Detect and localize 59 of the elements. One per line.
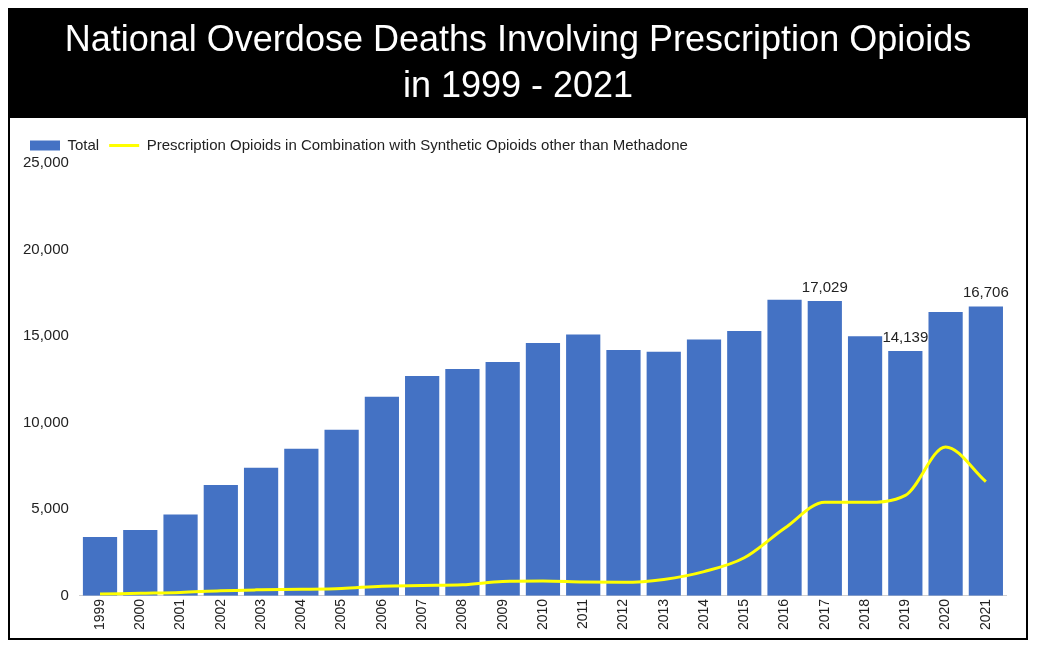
bar bbox=[928, 311, 963, 596]
bar bbox=[968, 306, 1003, 596]
x-tick-label: 1999 bbox=[90, 598, 107, 631]
x-tick-label: 2014 bbox=[694, 598, 711, 631]
x-tick-label: 2007 bbox=[413, 598, 429, 631]
bar bbox=[646, 351, 681, 596]
y-tick-label: 20,000 bbox=[22, 239, 69, 257]
data-label: 14,139 bbox=[882, 327, 929, 345]
y-tick-label: 0 bbox=[60, 586, 69, 603]
bar bbox=[566, 334, 601, 596]
bar bbox=[203, 485, 238, 596]
x-tick-label: 2021 bbox=[976, 598, 993, 631]
bar bbox=[123, 530, 158, 596]
y-tick-label: 25,000 bbox=[22, 153, 69, 171]
x-tick-label: 2000 bbox=[131, 598, 148, 631]
bar bbox=[686, 339, 722, 596]
legend-label: Prescription Opioids in Combination with Synthetic Opioids other than Methadone bbox=[146, 135, 688, 153]
bar bbox=[243, 467, 279, 596]
x-tick-label: 2004 bbox=[292, 598, 309, 631]
y-tick-label: 15,000 bbox=[22, 326, 69, 344]
bar bbox=[888, 351, 923, 596]
bar bbox=[82, 536, 118, 596]
bar bbox=[606, 349, 641, 596]
legend-label: Total bbox=[67, 135, 100, 153]
chart-title: National Overdose Deaths Involving Prescription Opioids in 1999 - 2021 bbox=[8, 8, 1028, 116]
bar bbox=[485, 362, 520, 596]
line-series bbox=[98, 445, 988, 596]
x-tick-label: 2011 bbox=[574, 598, 591, 629]
bar bbox=[364, 396, 399, 596]
x-tick-label: 2008 bbox=[453, 598, 470, 631]
x-tick-label: 2015 bbox=[735, 598, 752, 631]
x-tick-label: 2009 bbox=[493, 598, 510, 631]
bar bbox=[847, 336, 883, 596]
bar bbox=[727, 330, 762, 596]
bar bbox=[405, 375, 440, 596]
bar bbox=[445, 369, 480, 596]
bar bbox=[807, 301, 842, 596]
x-tick-label: 2018 bbox=[855, 598, 872, 631]
x-tick-label: 2013 bbox=[654, 598, 671, 631]
x-tick-label: 2019 bbox=[896, 598, 913, 631]
data-label: 17,029 bbox=[801, 277, 848, 295]
x-tick-label: 2017 bbox=[815, 598, 832, 631]
x-tick-label: 2010 bbox=[533, 598, 550, 631]
x-tick-label: 2003 bbox=[251, 598, 268, 631]
x-tick-label: 2001 bbox=[171, 598, 188, 631]
y-tick-label: 5,000 bbox=[31, 499, 69, 517]
x-tick-label: 2006 bbox=[372, 598, 389, 631]
bar bbox=[284, 448, 319, 596]
bar bbox=[525, 343, 561, 596]
bar bbox=[324, 429, 359, 596]
bar bbox=[767, 299, 802, 596]
x-tick-label: 2005 bbox=[332, 598, 349, 631]
y-tick-label: 10,000 bbox=[22, 412, 69, 430]
data-label: 16,706 bbox=[962, 283, 1009, 301]
x-tick-label: 2016 bbox=[775, 598, 792, 631]
x-tick-label: 2020 bbox=[936, 598, 953, 631]
x-tick-label: 2012 bbox=[614, 598, 631, 631]
bar bbox=[163, 514, 198, 596]
x-tick-label: 2002 bbox=[211, 598, 228, 631]
